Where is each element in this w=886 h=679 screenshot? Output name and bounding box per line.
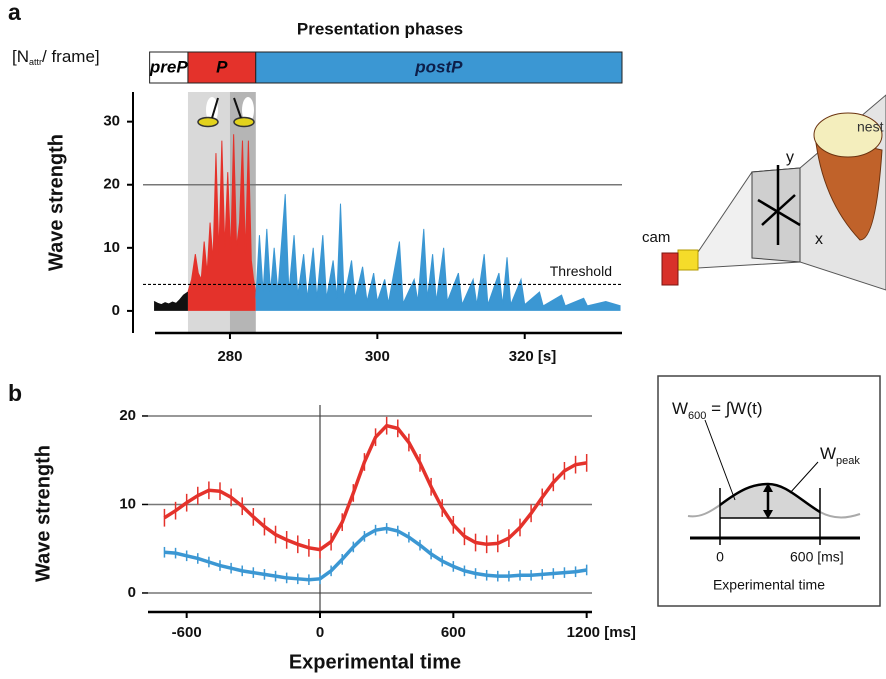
formula-w: W [672, 399, 688, 418]
cam-label: cam [642, 229, 670, 246]
pointer [789, 461, 819, 494]
nest-body [814, 134, 883, 241]
camera-diagram: nest y x cam [642, 94, 886, 291]
phase-bar [255, 51, 623, 84]
panel-letter: b [8, 380, 22, 406]
axis-z [761, 194, 796, 226]
phase-label: preP [149, 57, 188, 76]
phase-label: postP [414, 57, 463, 76]
phase-title: Presentation phases [297, 19, 463, 38]
area-fill [187, 134, 256, 311]
peak-sub: peak [836, 455, 860, 467]
x-tick-label: 600 [441, 624, 466, 641]
unit-pre: [N [12, 47, 29, 66]
panel-letter: a [8, 0, 21, 25]
inset-tick: 600 [ms] [790, 549, 844, 565]
series-line [164, 526, 587, 582]
y-tick-label: 20 [119, 407, 136, 424]
bee-wing [242, 97, 254, 123]
unit-post: / frame] [42, 47, 100, 66]
threshold-label: Threshold [550, 263, 612, 279]
area-fill [255, 194, 621, 311]
area-line [187, 134, 257, 293]
y-tick-label: 0 [128, 584, 136, 601]
unit-sub: attr [29, 57, 42, 67]
x-label: x [815, 231, 823, 248]
area-line [153, 291, 189, 306]
y-tick-label: 30 [103, 113, 120, 130]
formula-sub: 600 [688, 410, 706, 422]
inset-tick: 0 [716, 549, 724, 565]
y-tick-label: 10 [103, 239, 120, 256]
image-plane [751, 167, 801, 263]
phase-bar [187, 51, 257, 84]
x-axis-title: Experimental time [289, 651, 461, 673]
bee-line [233, 97, 242, 119]
arrow-head [763, 510, 773, 519]
x-tick-label: 1200 [ms] [567, 624, 636, 641]
x-tick-label: 0 [316, 624, 324, 641]
x-tick-label: 320 [s] [509, 348, 557, 365]
formula: W600 = ∫W(t) [672, 399, 763, 421]
y-label: y [786, 149, 794, 166]
unit-label: [Nattr/ frame] [12, 47, 100, 67]
x-tick-label: 280 [217, 348, 242, 365]
bee [197, 116, 219, 128]
y-axis-title: Wave strength [32, 445, 54, 582]
y-tick-label: 20 [103, 176, 120, 193]
arrow-head [763, 483, 773, 492]
area-fill [154, 291, 188, 311]
pointer [704, 419, 736, 501]
area-under [720, 484, 820, 518]
y-axis-title: Wave strength [45, 134, 67, 271]
area-line [255, 194, 621, 307]
x-tick-label: 300 [365, 348, 390, 365]
lens [677, 249, 699, 271]
peak-label: Wpeak [820, 444, 860, 466]
x-tick-label: -600 [172, 624, 202, 641]
nest-top [813, 112, 883, 158]
nest-label: nest [857, 119, 884, 135]
bee [233, 116, 255, 128]
y-tick-label: 10 [119, 495, 136, 512]
phase-label: P [216, 57, 228, 76]
bee-line [211, 97, 219, 119]
series-line [163, 423, 587, 552]
y-tick-label: 0 [112, 302, 120, 319]
peak-w: W [820, 444, 836, 463]
formula-rest: = ∫W(t) [706, 399, 762, 418]
inset: W600 = ∫W(t) Wpeak 0 600 [ms] Experiment… [657, 375, 881, 607]
camera [661, 252, 679, 286]
inset-x-label: Experimental time [713, 577, 825, 593]
bee-wing [206, 97, 218, 123]
axis-x [757, 198, 801, 227]
